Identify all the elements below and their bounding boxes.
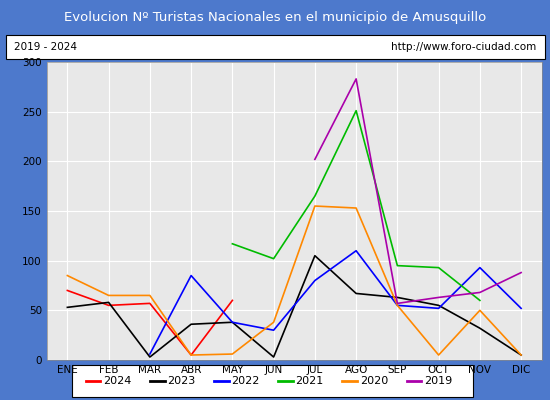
- Text: 2021: 2021: [295, 376, 324, 386]
- Text: http://www.foro-ciudad.com: http://www.foro-ciudad.com: [391, 42, 536, 52]
- Text: 2019 - 2024: 2019 - 2024: [14, 42, 77, 52]
- FancyBboxPatch shape: [72, 365, 473, 397]
- Text: 2023: 2023: [167, 376, 195, 386]
- Text: 2024: 2024: [103, 376, 131, 386]
- Text: 2022: 2022: [232, 376, 260, 386]
- Text: 2020: 2020: [360, 376, 388, 386]
- FancyBboxPatch shape: [6, 35, 544, 59]
- Text: Evolucion Nº Turistas Nacionales en el municipio de Amusquillo: Evolucion Nº Turistas Nacionales en el m…: [64, 10, 486, 24]
- Text: 2019: 2019: [424, 376, 452, 386]
